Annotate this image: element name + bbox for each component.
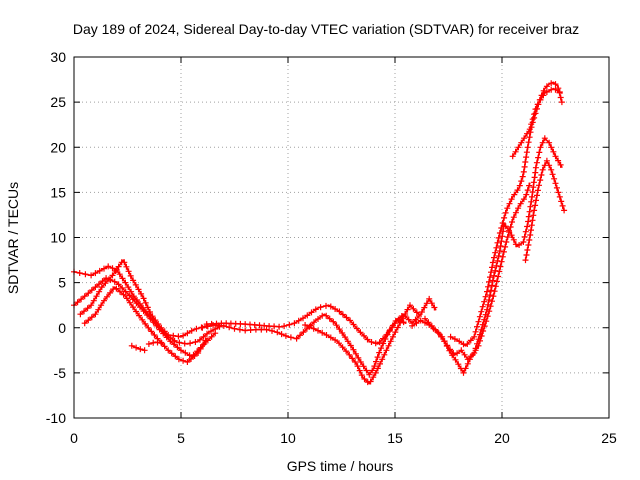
- data-point-markers: [522, 157, 568, 264]
- data-point-markers: [409, 182, 533, 376]
- satellite-track-10: [409, 182, 533, 376]
- satellite-track-12: [447, 80, 565, 348]
- series-line: [411, 182, 531, 374]
- satellite-track-14: [522, 157, 568, 264]
- chart-title: Day 189 of 2024, Sidereal Day-to-day VTE…: [73, 21, 579, 37]
- x-tick-label: 10: [280, 430, 296, 446]
- satellite-track-9: [302, 302, 420, 386]
- y-tick-label: 15: [50, 184, 66, 200]
- series-line: [83, 286, 208, 363]
- x-tick-label: 0: [70, 430, 78, 446]
- series-line: [424, 137, 563, 361]
- y-tick-label: 20: [50, 139, 66, 155]
- data-point-markers: [145, 339, 165, 347]
- satellite-track-8: [203, 295, 438, 347]
- y-tick-label: 5: [58, 275, 66, 291]
- x-tick-label: 15: [387, 430, 403, 446]
- data-point-markers: [81, 285, 209, 365]
- axis-ticks: 0 5 10 15 20 25 -10 -5 0 5 10 15 20 25 30: [46, 49, 617, 446]
- data-series: [71, 80, 568, 386]
- satellite-track-7: [199, 312, 407, 378]
- y-tick-label: 10: [50, 230, 66, 246]
- data-point-markers: [509, 86, 563, 160]
- satellite-track-3: [77, 259, 210, 340]
- data-point-markers: [447, 80, 565, 348]
- satellite-track-4: [81, 285, 209, 365]
- x-axis-label: GPS time / hours: [287, 458, 394, 474]
- y-tick-label: 30: [50, 49, 66, 65]
- y-tick-label: 25: [50, 94, 66, 110]
- y-axis-label: SDTVAR / TECUs: [5, 182, 21, 294]
- satellite-track-6: [145, 339, 165, 347]
- data-point-markers: [302, 302, 420, 386]
- y-tick-label: 0: [58, 320, 66, 336]
- data-point-markers: [128, 342, 148, 354]
- data-point-markers: [203, 295, 438, 347]
- x-tick-label: 5: [177, 430, 185, 446]
- satellite-track-13: [509, 86, 563, 160]
- x-tick-label: 20: [494, 430, 510, 446]
- satellite-track-5: [128, 342, 148, 354]
- data-point-markers: [77, 259, 210, 340]
- satellite-track-11: [422, 135, 564, 363]
- x-tick-label: 25: [601, 430, 617, 446]
- series-line: [449, 81, 563, 347]
- y-tick-label: -5: [54, 365, 67, 381]
- series-line: [511, 87, 563, 158]
- data-point-markers: [422, 135, 564, 363]
- y-tick-label: -10: [46, 410, 66, 426]
